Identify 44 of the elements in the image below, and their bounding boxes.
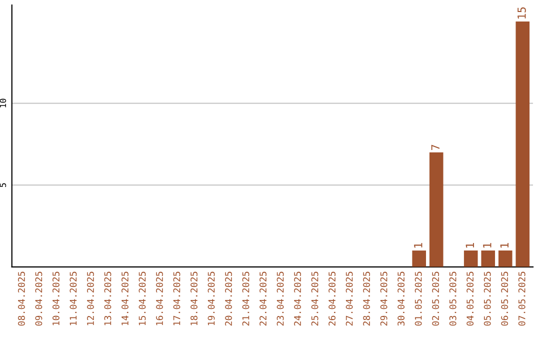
x-tick-label: 20.04.2025 <box>225 272 232 326</box>
x-tick-label: 29.04.2025 <box>380 272 388 326</box>
x-tick-label: 13.04.2025 <box>104 272 112 326</box>
x-tick-label: 04.05.2025 <box>466 272 474 326</box>
x-tick-label: 10.04.2025 <box>52 272 60 326</box>
data-label: 15 <box>518 7 526 18</box>
x-tick-label: 06.05.2025 <box>501 272 508 326</box>
data-label: 7 <box>431 144 440 150</box>
x-tick-label: 26.04.2025 <box>328 272 336 326</box>
bar <box>412 250 426 267</box>
x-tick-label: 30.04.2025 <box>398 272 405 326</box>
x-tick-label: 25.04.2025 <box>311 272 318 326</box>
x-tick-label: 01.05.2025 <box>414 272 422 326</box>
x-tick-label: 24.04.2025 <box>294 272 301 326</box>
x-tick-label: 03.05.2025 <box>449 272 456 326</box>
x-tick-label: 22.04.2025 <box>260 272 266 326</box>
bar <box>481 250 496 267</box>
x-tick-label: 28.04.2025 <box>363 272 370 326</box>
x-tick-label: 23.04.2025 <box>276 272 284 326</box>
x-tick-label: 11.04.2025 <box>70 272 77 326</box>
x-tick-label: 18.04.2025 <box>190 272 198 326</box>
data-label: 1 <box>500 242 508 248</box>
x-tick-label: 16.04.2025 <box>156 272 163 326</box>
x-tick-label: 15.04.2025 <box>138 272 146 326</box>
data-label: 1 <box>466 242 474 248</box>
x-tick-label: 12.04.2025 <box>87 272 94 326</box>
x-tick-label: 02.05.2025 <box>432 272 440 326</box>
bar <box>516 21 530 267</box>
x-tick-label: 14.04.2025 <box>122 272 128 326</box>
bar <box>498 250 512 267</box>
bar <box>429 152 444 267</box>
x-tick-label: 05.05.2025 <box>484 272 491 326</box>
x-tick-label: 09.04.2025 <box>35 272 42 326</box>
bar <box>464 250 478 267</box>
data-label: 1 <box>483 242 492 248</box>
x-tick-label: 27.04.2025 <box>346 272 353 326</box>
x-tick-label: 07.05.2025 <box>518 272 526 326</box>
y-tick-label: 5 <box>0 183 6 188</box>
x-tick-label: 08.04.2025 <box>18 272 25 326</box>
y-tick-label: 10 <box>0 98 6 108</box>
x-tick-label: 21.04.2025 <box>242 272 250 326</box>
x-tick-label: 19.04.2025 <box>208 272 215 326</box>
data-label: 1 <box>414 242 422 248</box>
x-tick-label: 17.04.2025 <box>173 272 180 326</box>
